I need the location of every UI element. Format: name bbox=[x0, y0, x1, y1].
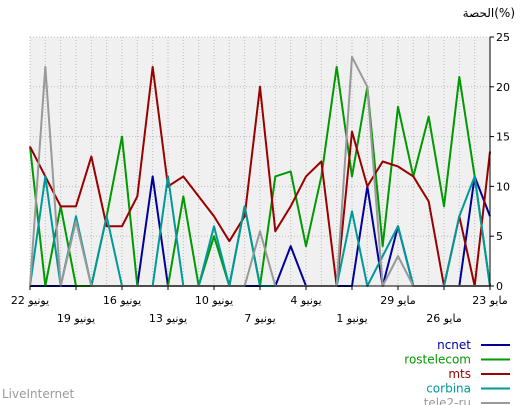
x-tick-label: 7 يونيو bbox=[244, 312, 275, 325]
y-tick-label: 15 bbox=[496, 131, 510, 144]
x-tick-label: 29 مايو bbox=[380, 294, 416, 307]
y-axis-unit-label: الحصة(%) bbox=[463, 6, 515, 20]
series-line-mts bbox=[29, 65, 491, 287]
x-tick-label: 13 يونيو bbox=[149, 312, 187, 325]
y-tick-label: 5 bbox=[496, 230, 503, 243]
legend-label-tele2-ru: tele2-ru bbox=[424, 396, 471, 405]
legend-label-corbina: corbina bbox=[426, 382, 471, 396]
y-tick-label: 10 bbox=[496, 180, 510, 193]
x-tick-label: 1 يونيو bbox=[336, 312, 367, 325]
legend-label-rostelecom: rostelecom bbox=[404, 353, 471, 367]
x-tick-label: 26 مايو bbox=[426, 312, 462, 325]
legend-label-ncnet: ncnet bbox=[437, 338, 471, 352]
y-tick-label: 20 bbox=[496, 81, 510, 94]
x-tick-labels: 23 مايو 29 مايو 4 يونيو 10 يونيو 16 يونيو 22 … bbox=[11, 286, 508, 325]
legend-label-mts: mts bbox=[448, 367, 471, 381]
y-tick-label: 0 bbox=[496, 280, 503, 293]
y-tick-labels: 0 5 10 15 20 25 bbox=[490, 31, 510, 293]
liveinternet-brand: LiveInternet bbox=[2, 387, 74, 401]
x-tick-label: 10 يونيو bbox=[195, 294, 233, 307]
x-tick-label: 16 يونيو bbox=[103, 294, 141, 307]
x-tick-label: 19 يونيو bbox=[57, 312, 95, 325]
y-tick-label: 25 bbox=[496, 31, 510, 44]
x-tick-label: 23 مايو bbox=[472, 294, 508, 307]
x-tick-label: 4 يونيو bbox=[290, 294, 321, 307]
x-tick-label: 22 يونيو bbox=[11, 294, 49, 307]
